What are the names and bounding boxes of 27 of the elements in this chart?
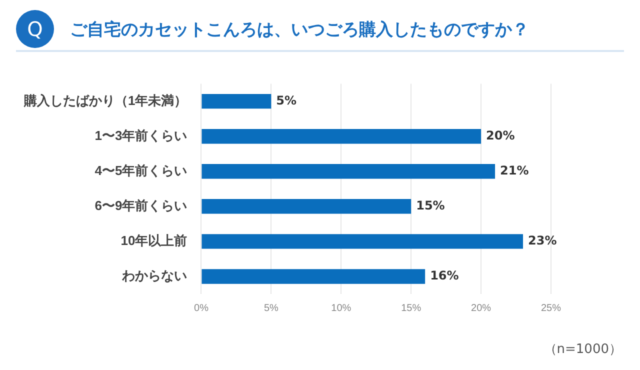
x-tick-label: 25% [540,302,562,314]
x-tick-label: 0% [194,302,209,314]
bar [202,199,412,214]
data-label: 5% [276,93,297,108]
text: Q [16,10,54,48]
bar [202,269,426,284]
y-tick-label: 購入したばかり（1年未満） [22,92,188,108]
y-tick-label: 6〜9年前くらい [94,198,188,213]
x-tick-label: 10% [331,302,352,314]
y-tick-label: 10年以上前 [120,233,188,248]
x-tick-label: 5% [264,302,279,314]
bar [202,164,496,179]
data-label: 21% [500,164,529,178]
chart-title: ご自宅のカセットこんろは、いつごろ購入したものですか？ [70,19,529,41]
y-tick-label: わからない [121,268,188,284]
y-tick-label: 1〜3年前くらい [94,128,188,143]
data-label: 15% [416,198,445,213]
y-tick-label: 4〜5年前くらい [94,162,188,178]
x-tick-label: 20% [471,302,492,314]
data-label: 20% [486,128,515,142]
bar [202,94,272,109]
text: （n=1000） [544,341,622,358]
data-label: 23% [528,234,557,248]
bar [202,234,524,249]
x-tick-label: 15% [401,302,422,314]
bar [202,128,482,144]
data-label: 16% [430,268,459,283]
